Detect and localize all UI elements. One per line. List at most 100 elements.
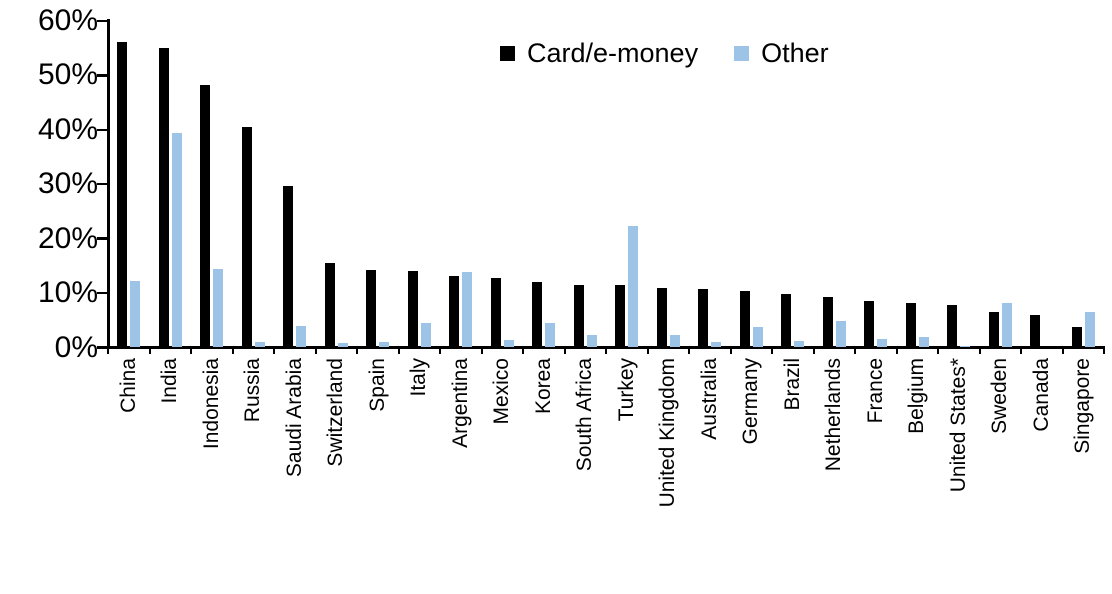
x-axis-label: France (863, 358, 887, 424)
x-axis-label: Turkey (614, 358, 638, 422)
bar-other (1001, 303, 1012, 348)
x-axis-label: Belgium (905, 358, 929, 434)
y-axis-tick (97, 291, 108, 295)
x-axis-tick (771, 348, 773, 354)
x-axis-tick (231, 348, 234, 354)
x-axis-tick (480, 348, 483, 354)
y-axis-label: 10% (37, 276, 98, 310)
legend-swatch-card-e-money (500, 45, 515, 61)
legend-label-card-e-money: Card/e-money (527, 38, 699, 68)
x-axis-label: Sweden (988, 358, 1012, 434)
bar-other (296, 326, 306, 348)
x-axis-label: South Africa (573, 358, 597, 472)
y-axis-label: 40% (37, 112, 98, 146)
x-axis-tick (812, 348, 815, 354)
bar-other (586, 334, 597, 348)
x-axis-tick (563, 348, 566, 354)
x-axis-tick (314, 348, 317, 354)
x-axis-tick (729, 348, 732, 354)
x-axis-label: United Kingdom (656, 358, 680, 508)
x-axis-label: Australia (697, 358, 721, 440)
bar-card-e-money (988, 312, 999, 348)
y-axis-label: 50% (37, 58, 98, 92)
x-axis-label: Korea (531, 358, 555, 415)
bar-card-e-money (200, 85, 210, 348)
bar-card-e-money (158, 48, 169, 348)
bar-card-e-money (117, 41, 127, 348)
bar-other (669, 334, 680, 348)
x-axis-label: Indonesia (199, 358, 223, 450)
bar-card-e-money (781, 293, 791, 348)
bar-card-e-money (905, 303, 916, 348)
y-axis-tick (97, 74, 108, 77)
bar-card-e-money (864, 300, 874, 348)
x-axis-label: Switzerland (324, 358, 348, 467)
x-axis-tick (1061, 348, 1064, 354)
bar-other (752, 326, 763, 348)
bar-other (130, 280, 140, 348)
legend-label-other: Other (761, 38, 829, 68)
bar-other (877, 338, 887, 348)
x-axis-label: China (116, 358, 140, 413)
x-axis-tick (148, 348, 151, 354)
legend: Card/e-money Other (500, 38, 829, 68)
bar-other (835, 321, 846, 348)
bar-card-e-money (615, 285, 625, 348)
bar-other (545, 323, 555, 348)
x-axis-tick (190, 348, 192, 354)
x-axis-label: Netherlands (822, 358, 846, 472)
x-axis-tick (273, 348, 275, 354)
x-axis-tick (854, 348, 856, 354)
bar-other (628, 225, 638, 348)
y-axis-tick (97, 346, 108, 349)
bar-card-e-money (283, 185, 293, 348)
bar-other (420, 323, 431, 348)
bar-card-e-money (241, 127, 252, 348)
x-axis-tick (356, 348, 358, 354)
x-axis-tick (688, 348, 690, 354)
x-axis-tick (439, 348, 441, 354)
x-axis-label: Canada (1029, 358, 1053, 432)
bar-card-e-money (1030, 315, 1040, 348)
x-axis-tick (605, 348, 607, 354)
bar-card-e-money (822, 297, 833, 348)
bar-other (503, 340, 514, 348)
bar-card-e-money (656, 287, 667, 348)
legend-swatch-other (734, 45, 750, 61)
y-axis-label: 0% (54, 330, 98, 364)
y-axis-tick (97, 182, 108, 186)
x-axis-label: Mexico (490, 358, 514, 425)
y-axis-tick (97, 19, 108, 23)
x-axis-tick (937, 348, 939, 354)
x-axis-label: India (158, 358, 182, 404)
x-axis-label: United States* (946, 358, 970, 493)
bar-card-e-money (573, 284, 584, 348)
y-axis-tick (97, 237, 108, 240)
bar-other (337, 343, 348, 348)
bar-card-e-money (698, 289, 708, 348)
x-axis-label: Germany (739, 358, 763, 445)
x-axis-label: Italy (407, 358, 431, 397)
bar-card-e-money (947, 305, 957, 348)
bar-other (379, 342, 389, 348)
y-axis-line (107, 19, 110, 348)
x-axis-tick (107, 348, 109, 354)
x-axis-tick (1103, 348, 1105, 354)
bar-other (1084, 311, 1095, 348)
bar-card-e-money (366, 270, 376, 348)
bar-other (254, 342, 265, 348)
bar-other (711, 342, 721, 348)
y-axis-label: 20% (37, 221, 98, 255)
x-axis-tick (522, 348, 524, 354)
bar-other (794, 340, 804, 348)
bar-card-e-money (1071, 326, 1082, 348)
bar-other (171, 132, 182, 348)
bar-card-e-money (490, 277, 501, 348)
bar-card-e-money (324, 263, 335, 348)
x-axis-tick (895, 348, 898, 354)
legend-item-card-e-money: Card/e-money (500, 38, 698, 68)
bar-other (960, 345, 970, 348)
bar-other (918, 336, 929, 348)
x-axis-tick (978, 348, 981, 354)
